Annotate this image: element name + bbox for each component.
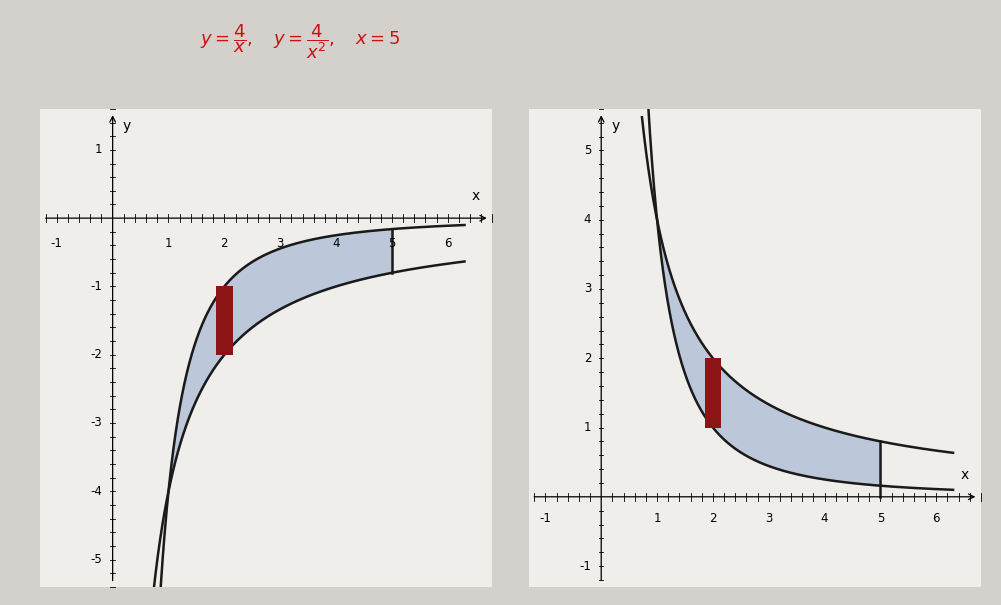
Text: 2: 2 [220, 237, 228, 250]
Text: 4: 4 [584, 213, 592, 226]
Text: 1: 1 [584, 421, 592, 434]
Text: -3: -3 [91, 416, 102, 430]
Text: x: x [960, 468, 968, 482]
Text: $y = \dfrac{4}{x},\quad y = \dfrac{4}{x^2},\quad x = 5$: $y = \dfrac{4}{x},\quad y = \dfrac{4}{x^… [200, 22, 400, 60]
Text: 4: 4 [821, 512, 829, 525]
Bar [705, 358, 722, 428]
Text: 6: 6 [933, 512, 940, 525]
Text: 1: 1 [165, 237, 172, 250]
Text: 5: 5 [388, 237, 395, 250]
Text: -5: -5 [91, 553, 102, 566]
Text: 3: 3 [276, 237, 284, 250]
Text: 1: 1 [95, 143, 102, 156]
Text: -1: -1 [91, 280, 102, 293]
Text: y: y [612, 119, 620, 133]
Text: 3: 3 [765, 512, 773, 525]
Text: 4: 4 [332, 237, 339, 250]
Text: -1: -1 [540, 512, 552, 525]
Text: 6: 6 [444, 237, 451, 250]
Text: 2: 2 [709, 512, 717, 525]
Text: 2: 2 [584, 352, 592, 365]
Text: y: y [123, 119, 131, 133]
Text: -1: -1 [51, 237, 63, 250]
Bar [216, 286, 232, 355]
Text: -1: -1 [580, 560, 592, 572]
Text: 5: 5 [584, 144, 592, 157]
Text: -2: -2 [91, 348, 102, 361]
Text: x: x [471, 189, 479, 203]
Text: 1: 1 [654, 512, 661, 525]
Text: -4: -4 [91, 485, 102, 498]
Text: 3: 3 [584, 283, 592, 295]
Text: 5: 5 [877, 512, 884, 525]
